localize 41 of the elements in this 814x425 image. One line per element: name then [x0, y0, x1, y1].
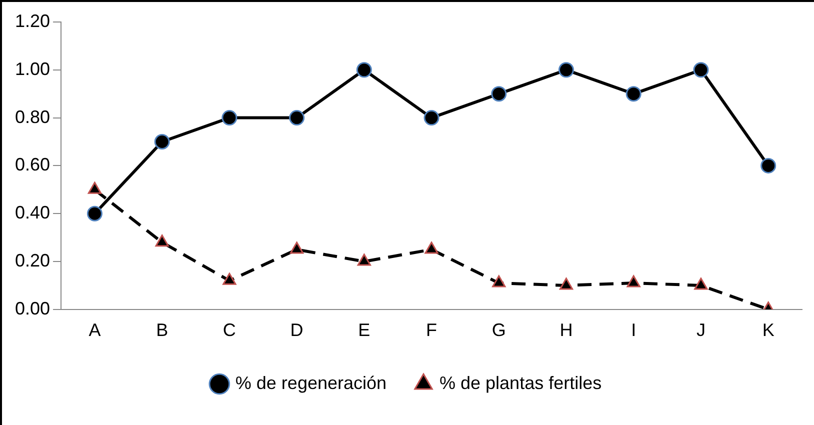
x-tick-label: H — [560, 320, 573, 340]
legend-label: % de regeneración — [235, 372, 387, 393]
y-tick-label: 0.40 — [14, 202, 50, 223]
y-tick-label: 1.00 — [14, 58, 50, 79]
point — [154, 134, 170, 150]
point — [760, 158, 776, 174]
y-tick-label: 1.20 — [14, 10, 50, 31]
point — [626, 275, 640, 288]
point — [492, 275, 506, 288]
x-tick-label: J — [696, 320, 706, 340]
point — [155, 234, 169, 247]
point — [222, 272, 236, 285]
point — [559, 278, 574, 290]
point — [222, 110, 238, 126]
point — [694, 278, 708, 290]
y-tick-label: 0.00 — [14, 298, 50, 318]
legend-label: % de plantas fertiles — [440, 372, 602, 393]
y-tick-label: 0.20 — [14, 250, 50, 270]
x-tick-label: E — [358, 320, 370, 340]
point — [357, 254, 371, 266]
point — [491, 86, 507, 102]
x-tick-label: C — [222, 320, 236, 340]
point — [558, 62, 574, 78]
x-tick-label: K — [762, 320, 774, 340]
x-tick-label: B — [156, 320, 168, 340]
x-tick-label: I — [631, 320, 636, 340]
y-tick-label: 0.60 — [14, 154, 50, 175]
y-tick-label: 0.80 — [14, 106, 50, 127]
point — [289, 110, 305, 126]
point — [424, 242, 438, 254]
point — [86, 206, 102, 222]
point — [356, 62, 372, 78]
point — [88, 182, 102, 194]
x-tick-label: A — [88, 320, 101, 340]
point — [626, 86, 642, 102]
point — [424, 110, 440, 126]
x-tick-label: G — [492, 320, 506, 340]
point — [693, 62, 709, 78]
x-tick-label: D — [290, 320, 304, 340]
point — [290, 242, 304, 254]
x-tick-label: F — [426, 320, 438, 340]
